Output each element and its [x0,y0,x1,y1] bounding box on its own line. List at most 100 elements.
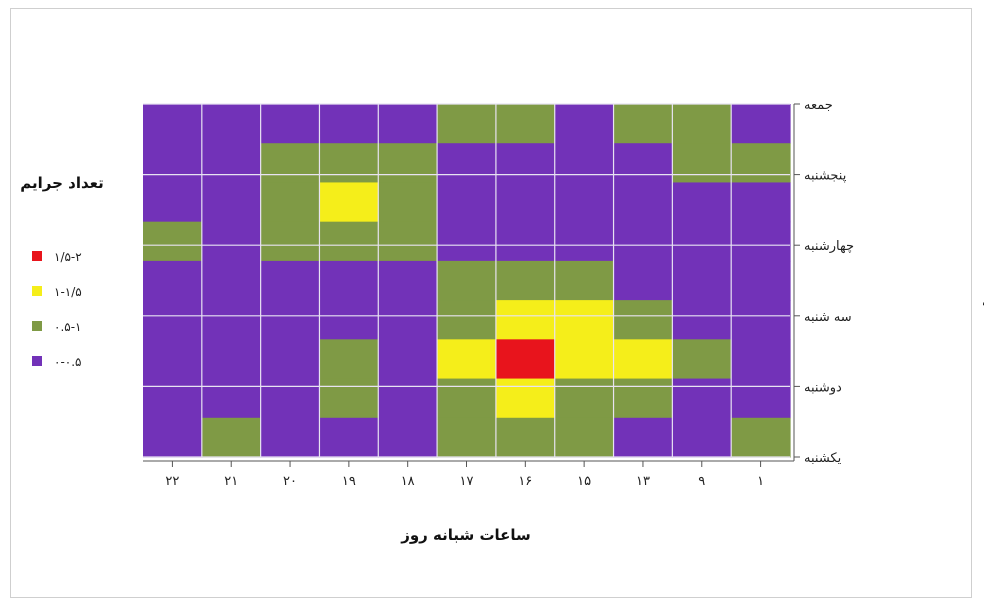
legend-label: ۰-۰.۵ [54,355,81,369]
heatmap-cell [143,104,203,144]
heatmap-cell [143,378,203,419]
x-tick-label: ۲۱ [224,474,238,489]
x-tick-label: ۱۸ [401,474,415,489]
heatmap-cell [260,143,321,184]
heatmap-cell [554,182,615,223]
heatmap-cell [319,300,379,340]
heatmap-cell [613,221,673,262]
heatmap-cell [731,143,791,184]
heatmap-cell [201,378,262,419]
heatmap-cell [319,182,379,223]
heatmap-cell [143,417,203,458]
heatmap-cell [731,104,791,144]
heatmap-cell [731,417,791,458]
legend-swatch [32,321,42,331]
heatmap-cell [672,300,732,340]
heatmap-cell [437,378,497,419]
heatmap-cell [319,378,379,419]
heatmap-cell [731,221,791,262]
heatmap-cell [143,339,203,380]
heatmap-cell [554,300,615,340]
heatmap-cell [437,260,497,301]
heatmap-cell [378,378,438,419]
heatmap-cell [319,417,379,458]
heatmap-cell [613,300,673,340]
x-tick-label: ۱۵ [577,474,591,489]
heatmap-cell [378,417,438,458]
heatmap-cell [672,378,732,419]
heatmap-cell [437,417,497,458]
heatmap-cell [437,221,497,262]
heatmap-cell [613,143,673,184]
heatmap-cell [554,378,615,419]
y-tick-label: سه شنبه [804,310,852,325]
heatmap-cell [201,417,262,458]
heatmap-cell [613,182,673,223]
heatmap-cell [201,260,262,301]
heatmap-cell [731,300,791,340]
legend-label: ۱-۱/۵ [54,285,82,299]
x-tick-label: ۱۷ [460,474,474,489]
heatmap-cell [378,221,438,262]
x-tick-label: ۱۹ [342,474,356,489]
x-tick-label: ۹ [698,474,705,489]
heatmap-cell [201,143,262,184]
heatmap-cell [613,417,673,458]
legend-swatch [32,286,42,296]
heatmap-cell [378,339,438,380]
heatmap-cell [731,182,791,223]
legend-label: ۱/۵-۲ [54,250,82,264]
x-axis-title: ساعات شبانه روز [400,526,531,544]
heatmap-cell [378,300,438,340]
y-axis-title: روزهای هفته [982,292,984,310]
heatmap-cell [260,221,321,262]
heatmap-cell [495,417,556,458]
y-tick-label: پنجشنبه [804,169,847,184]
heatmap-cell [495,143,556,184]
heatmap-cell [495,300,556,340]
heatmap-cell [672,143,732,184]
heatmap-cell [143,143,203,184]
heatmap-cell [378,182,438,223]
y-tick-label: جمعه [804,98,833,113]
heatmap-cell [378,260,438,301]
heatmap-cell [143,182,203,223]
heatmap-cell [260,300,321,340]
heatmap-cell [437,339,497,380]
heatmap-cell [319,339,379,380]
heatmap-cell [731,339,791,380]
heatmap-cell [495,182,556,223]
legend-label: ۰.۵-۱ [54,320,81,334]
heatmap-cell [378,104,438,144]
heatmap-cell [143,300,203,340]
x-tick-label: ۱ [757,474,764,489]
legend-title: تعداد جرایم [20,174,104,192]
heatmap-cell [495,339,556,380]
heatmap-cell [672,260,732,301]
heatmap-cell [319,104,379,144]
heatmap-cell [143,260,203,301]
heatmap-cell [378,143,438,184]
heatmap-cell [319,143,379,184]
heatmap-cell [260,339,321,380]
heatmap-cell [319,221,379,262]
heatmap-cell [260,417,321,458]
heatmap-cell [672,221,732,262]
heatmap-cell [201,300,262,340]
heatmap-cell [554,260,615,301]
y-tick-label: چهارشنبه [804,239,854,254]
heatmap-cell [495,378,556,419]
heatmap-cell [731,378,791,419]
heatmap-cell [495,260,556,301]
heatmap-cell [201,221,262,262]
heatmap-cell [319,260,379,301]
heatmap-cell [495,221,556,262]
heatmap-cell [554,339,615,380]
heatmap-cell [672,104,732,144]
legend-swatch [32,251,42,261]
y-tick-label: یکشنبه [804,451,842,466]
y-tick-label: دوشنبه [804,380,842,395]
heatmap-cell [437,182,497,223]
heatmap-cell [260,378,321,419]
heatmap-cell [672,417,732,458]
